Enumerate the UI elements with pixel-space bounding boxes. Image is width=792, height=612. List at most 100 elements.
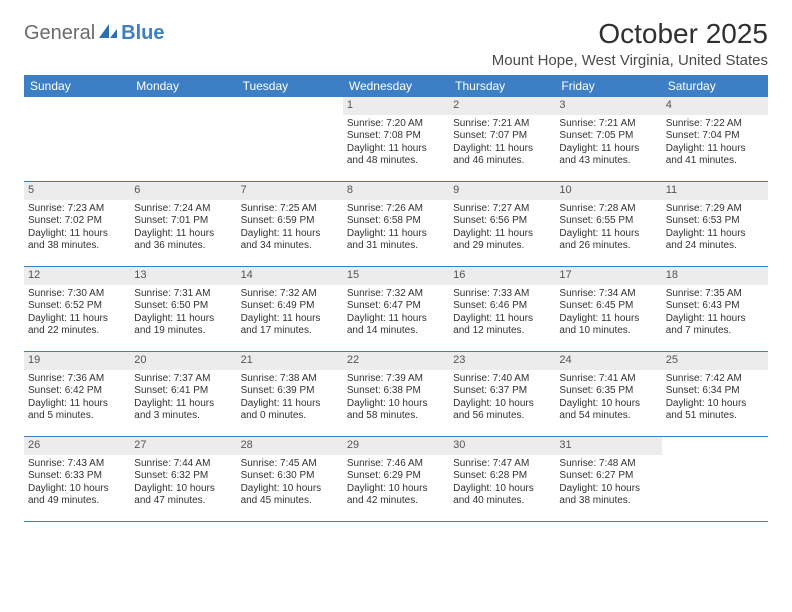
day-cell: 12Sunrise: 7:30 AMSunset: 6:52 PMDayligh… — [24, 267, 130, 351]
sunrise-line: Sunrise: 7:36 AM — [28, 373, 126, 386]
sunset-line: Sunset: 7:07 PM — [453, 130, 551, 143]
sunset-line: Sunset: 6:27 PM — [559, 470, 657, 483]
day-number: 14 — [237, 267, 343, 285]
sunrise-line: Sunrise: 7:32 AM — [241, 288, 339, 301]
day-cell: 21 Sunrise: 7:38 AMSunset: 6:39 PMDayligh… — [237, 352, 343, 436]
logo-text-blue: Blue — [121, 22, 164, 45]
day-number: 9 — [449, 182, 555, 200]
day-cell: 8Sunrise: 7:26 AMSunset: 6:58 PMDaylight… — [343, 182, 449, 266]
sunrise-line: Sunrise: 7:48 AM — [559, 458, 657, 471]
sunrise-line: Sunrise: 7:32 AM — [347, 288, 445, 301]
day-cell: 24Sunrise: 7:41 AMSunset: 6:35 PMDayligh… — [555, 352, 661, 436]
sunrise-line: Sunrise: 7:41 AM — [559, 373, 657, 386]
sunrise-line: Sunrise: 7:39 AM — [347, 373, 445, 386]
logo-text-general: General — [24, 22, 95, 45]
day-cell: 25Sunrise: 7:42 AMSunset: 6:34 PMDayligh… — [662, 352, 768, 436]
calendar-page: General Blue October 2025 Mount Hope, We… — [0, 0, 792, 540]
weekday-header: Saturday — [662, 75, 768, 97]
day-number: 25 — [662, 352, 768, 370]
daylight-line: Daylight: 10 hours and 40 minutes. — [453, 483, 551, 508]
header: General Blue October 2025 Mount Hope, We… — [24, 18, 768, 69]
day-number: 21 — [237, 352, 343, 370]
day-number: 4 — [662, 97, 768, 115]
sunset-line: Sunset: 6:43 PM — [666, 300, 764, 313]
sunrise-line: Sunrise: 7:26 AM — [347, 203, 445, 216]
day-cell: 1Sunrise: 7:20 AMSunset: 7:08 PMDaylight… — [343, 97, 449, 181]
sunrise-line: Sunrise: 7:33 AM — [453, 288, 551, 301]
day-number: 31 — [555, 437, 661, 455]
day-cell: 23Sunrise: 7:40 AMSunset: 6:37 PMDayligh… — [449, 352, 555, 436]
daylight-line: Daylight: 11 hours and 31 minutes. — [347, 228, 445, 253]
day-cell: 3Sunrise: 7:21 AMSunset: 7:05 PMDaylight… — [555, 97, 661, 181]
day-cell: 22Sunrise: 7:39 AMSunset: 6:38 PMDayligh… — [343, 352, 449, 436]
day-cell: 6Sunrise: 7:24 AMSunset: 7:01 PMDaylight… — [130, 182, 236, 266]
sunset-line: Sunset: 7:02 PM — [28, 215, 126, 228]
day-number: 26 — [24, 437, 130, 455]
day-cell: 15Sunrise: 7:32 AMSunset: 6:47 PMDayligh… — [343, 267, 449, 351]
sunset-line: Sunset: 6:35 PM — [559, 385, 657, 398]
sunrise-line: Sunrise: 7:47 AM — [453, 458, 551, 471]
daylight-line: Daylight: 11 hours and 14 minutes. — [347, 313, 445, 338]
day-cell: 5Sunrise: 7:23 AMSunset: 7:02 PMDaylight… — [24, 182, 130, 266]
day-number: 3 — [555, 97, 661, 115]
sunset-line: Sunset: 6:53 PM — [666, 215, 764, 228]
sunrise-line: Sunrise: 7:38 AM — [241, 373, 339, 386]
sunset-line: Sunset: 6:46 PM — [453, 300, 551, 313]
daylight-line: Daylight: 11 hours and 34 minutes. — [241, 228, 339, 253]
title-block: October 2025 Mount Hope, West Virginia, … — [492, 18, 768, 69]
day-cell: 28Sunrise: 7:45 AMSunset: 6:30 PMDayligh… — [237, 437, 343, 521]
daylight-line: Daylight: 11 hours and 10 minutes. — [559, 313, 657, 338]
day-cell: 30Sunrise: 7:47 AMSunset: 6:28 PMDayligh… — [449, 437, 555, 521]
daylight-line: Daylight: 10 hours and 38 minutes. — [559, 483, 657, 508]
day-number: 23 — [449, 352, 555, 370]
weekday-header: Friday — [555, 75, 661, 97]
daylight-line: Daylight: 11 hours and 48 minutes. — [347, 143, 445, 168]
daylight-line: Daylight: 11 hours and 22 minutes. — [28, 313, 126, 338]
day-cell: 2Sunrise: 7:21 AMSunset: 7:07 PMDaylight… — [449, 97, 555, 181]
daylight-line: Daylight: 11 hours and 29 minutes. — [453, 228, 551, 253]
sunrise-line: Sunrise: 7:40 AM — [453, 373, 551, 386]
week-row: 12Sunrise: 7:30 AMSunset: 6:52 PMDayligh… — [24, 267, 768, 352]
week-row: 26Sunrise: 7:43 AMSunset: 6:33 PMDayligh… — [24, 437, 768, 522]
day-number: 17 — [555, 267, 661, 285]
sunset-line: Sunset: 6:56 PM — [453, 215, 551, 228]
day-cell: 13Sunrise: 7:31 AMSunset: 6:50 PMDayligh… — [130, 267, 236, 351]
daylight-line: Daylight: 11 hours and 43 minutes. — [559, 143, 657, 168]
sunset-line: Sunset: 7:01 PM — [134, 215, 232, 228]
day-cell: 18Sunrise: 7:35 AMSunset: 6:43 PMDayligh… — [662, 267, 768, 351]
sunrise-line: Sunrise: 7:21 AM — [453, 118, 551, 131]
day-cell: 14Sunrise: 7:32 AMSunset: 6:49 PMDayligh… — [237, 267, 343, 351]
day-number: 20 — [130, 352, 236, 370]
daylight-line: Daylight: 11 hours and 5 minutes. — [28, 398, 126, 423]
sunset-line: Sunset: 7:04 PM — [666, 130, 764, 143]
sunrise-line: Sunrise: 7:31 AM — [134, 288, 232, 301]
day-number: 5 — [24, 182, 130, 200]
day-cell: 17Sunrise: 7:34 AMSunset: 6:45 PMDayligh… — [555, 267, 661, 351]
sunset-line: Sunset: 6:28 PM — [453, 470, 551, 483]
daylight-line: Daylight: 11 hours and 17 minutes. — [241, 313, 339, 338]
calendar-grid: SundayMondayTuesdayWednesdayThursdayFrid… — [24, 75, 768, 522]
day-number: 22 — [343, 352, 449, 370]
week-row: 1Sunrise: 7:20 AMSunset: 7:08 PMDaylight… — [24, 97, 768, 182]
sunset-line: Sunset: 6:41 PM — [134, 385, 232, 398]
sunrise-line: Sunrise: 7:42 AM — [666, 373, 764, 386]
sunrise-line: Sunrise: 7:24 AM — [134, 203, 232, 216]
daylight-line: Daylight: 11 hours and 0 minutes. — [241, 398, 339, 423]
daylight-line: Daylight: 11 hours and 19 minutes. — [134, 313, 232, 338]
day-number: 2 — [449, 97, 555, 115]
sunset-line: Sunset: 6:33 PM — [28, 470, 126, 483]
sunset-line: Sunset: 6:39 PM — [241, 385, 339, 398]
week-row: 5Sunrise: 7:23 AMSunset: 7:02 PMDaylight… — [24, 182, 768, 267]
sunset-line: Sunset: 7:05 PM — [559, 130, 657, 143]
day-cell — [237, 97, 343, 181]
day-cell: 20Sunrise: 7:37 AMSunset: 6:41 PMDayligh… — [130, 352, 236, 436]
daylight-line: Daylight: 11 hours and 36 minutes. — [134, 228, 232, 253]
day-number: 18 — [662, 267, 768, 285]
day-number: 13 — [130, 267, 236, 285]
day-cell — [662, 437, 768, 521]
sunrise-line: Sunrise: 7:22 AM — [666, 118, 764, 131]
weekday-header: Thursday — [449, 75, 555, 97]
day-number: 8 — [343, 182, 449, 200]
sunset-line: Sunset: 6:37 PM — [453, 385, 551, 398]
day-cell: 31 Sunrise: 7:48 AMSunset: 6:27 PMDayligh… — [555, 437, 661, 521]
